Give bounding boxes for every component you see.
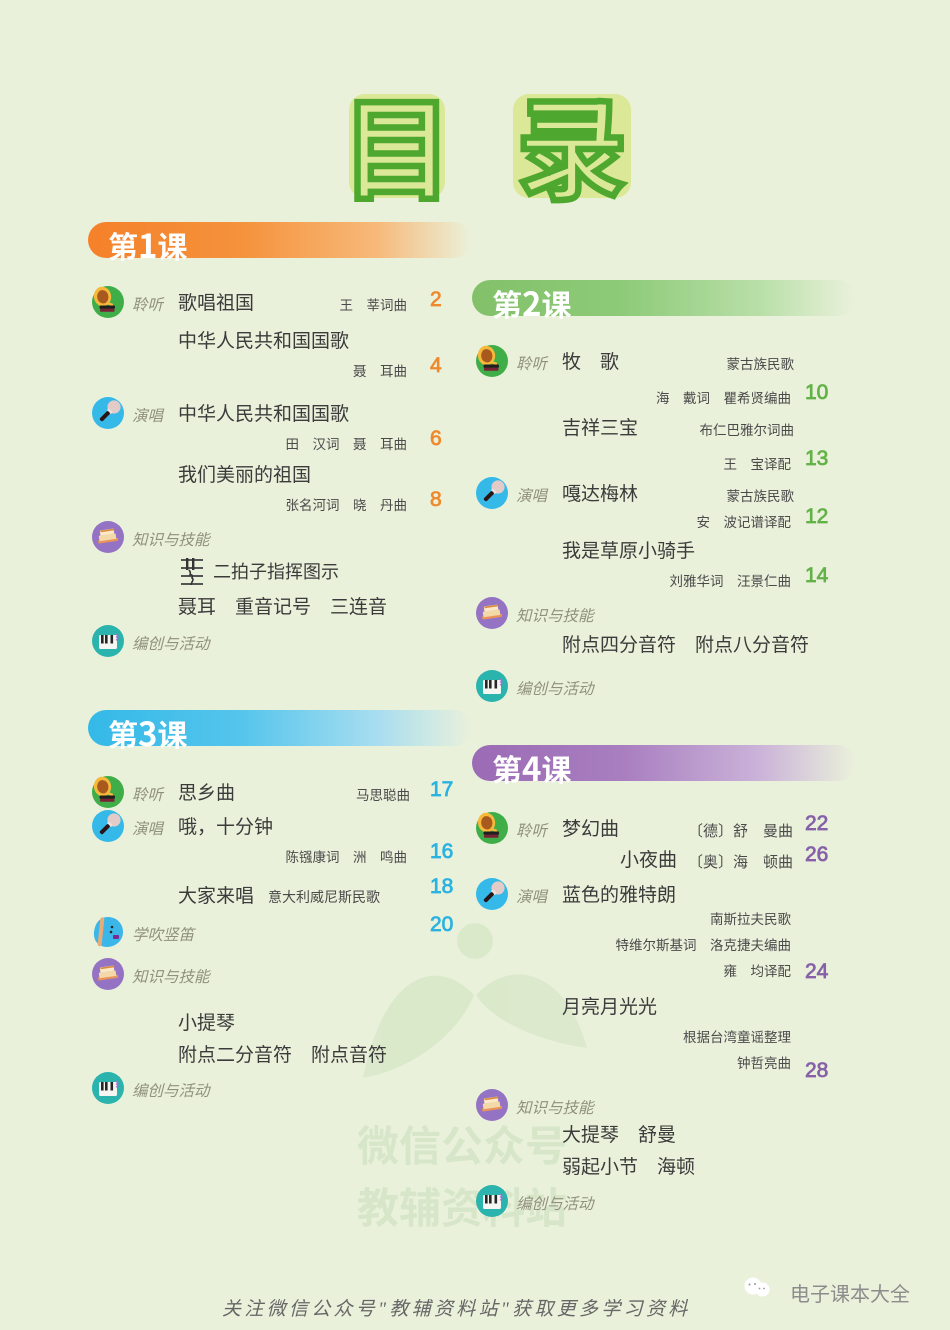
svg-text:录: 录 <box>517 62 627 222</box>
svg-text:目: 目 <box>342 62 452 222</box>
